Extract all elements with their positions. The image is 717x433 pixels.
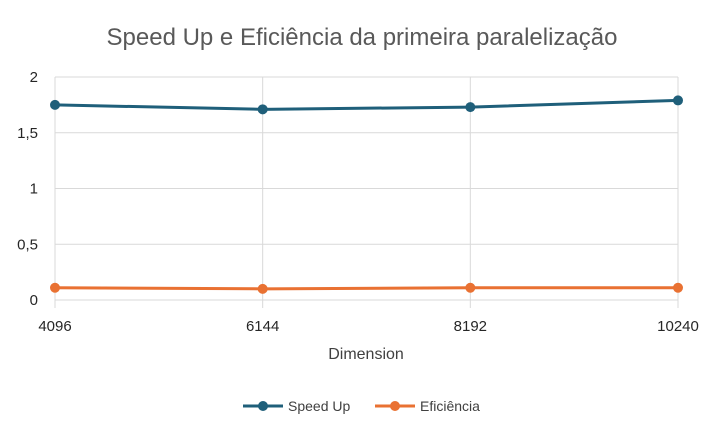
legend-label: Eficiência xyxy=(420,398,480,414)
data-point xyxy=(465,282,476,293)
legend-swatch-marker xyxy=(390,401,400,411)
y-tick-label: 2 xyxy=(30,69,38,86)
grid-layer xyxy=(54,76,679,308)
legend-swatch-marker xyxy=(258,401,268,411)
x-tick-label: 10240 xyxy=(657,318,699,335)
chart-title: Speed Up e Eficiência da primeira parale… xyxy=(107,24,618,51)
x-tick-label: 4096 xyxy=(38,318,71,335)
data-point xyxy=(673,95,683,106)
data-point xyxy=(673,282,683,293)
y-tick-label: 0 xyxy=(30,292,38,309)
data-point xyxy=(465,102,476,113)
y-tick-label: 1 xyxy=(30,181,38,198)
legend: Speed Up Eficiência xyxy=(243,398,480,414)
data-point xyxy=(50,99,60,110)
x-tick-label: 6144 xyxy=(246,318,279,335)
data-point xyxy=(50,282,60,293)
x-tick-labels: 4096 6144 8192 10240 xyxy=(38,318,699,335)
y-tick-label: 0,5 xyxy=(17,236,38,253)
series-line-1 xyxy=(54,286,678,291)
series-line-0 xyxy=(54,98,679,111)
data-point xyxy=(257,104,268,115)
x-axis-label: Dimension xyxy=(328,346,404,363)
data-point xyxy=(257,283,268,294)
x-tick-label: 8192 xyxy=(454,318,487,335)
legend-label: Speed Up xyxy=(288,398,350,414)
y-tick-label: 1,5 xyxy=(17,125,38,142)
series-layer xyxy=(50,95,683,294)
y-tick-labels: 0 0,5 1 1,5 2 xyxy=(17,69,38,309)
